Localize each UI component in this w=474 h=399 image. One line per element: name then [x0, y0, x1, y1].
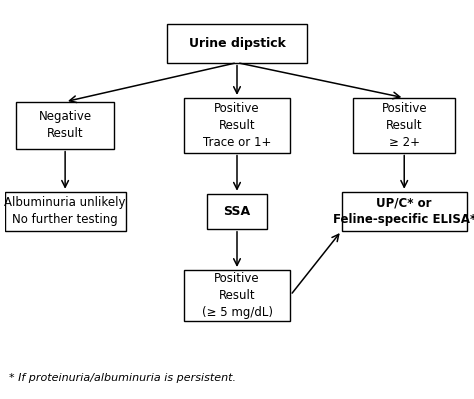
Text: UP/C* or
Feline-specific ELISA*: UP/C* or Feline-specific ELISA*	[333, 196, 474, 226]
FancyBboxPatch shape	[207, 194, 267, 229]
Text: Positive
Result
Trace or 1+: Positive Result Trace or 1+	[203, 102, 271, 149]
Text: Albuminuria unlikely
No further testing: Albuminuria unlikely No further testing	[4, 196, 126, 226]
FancyBboxPatch shape	[183, 270, 291, 321]
Text: SSA: SSA	[223, 205, 251, 218]
FancyBboxPatch shape	[341, 192, 467, 231]
FancyBboxPatch shape	[5, 192, 126, 231]
Text: Positive
Result
(≥ 5 mg/dL): Positive Result (≥ 5 mg/dL)	[201, 272, 273, 319]
FancyBboxPatch shape	[353, 98, 456, 152]
FancyBboxPatch shape	[183, 98, 291, 152]
Text: Negative
Result: Negative Result	[38, 110, 91, 140]
Text: * If proteinuria/albuminuria is persistent.: * If proteinuria/albuminuria is persiste…	[9, 373, 237, 383]
Text: Urine dipstick: Urine dipstick	[189, 37, 285, 49]
FancyBboxPatch shape	[167, 24, 307, 63]
Text: Positive
Result
≥ 2+: Positive Result ≥ 2+	[382, 102, 427, 149]
FancyBboxPatch shape	[16, 102, 114, 149]
